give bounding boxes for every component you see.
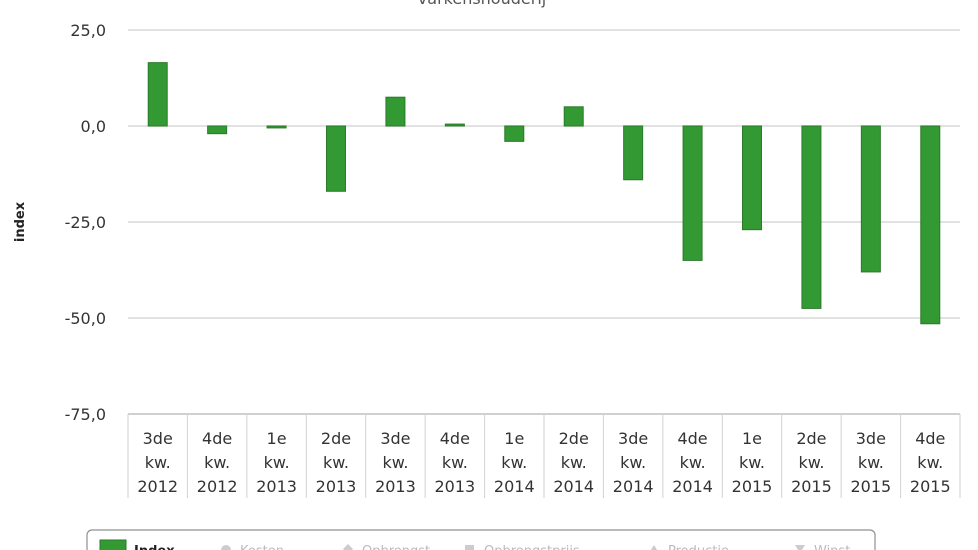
legend[interactable]: Index Kosten Opbrengst Opbrengstprijs Produc… [86, 529, 876, 550]
legend-marker [99, 539, 127, 550]
x-tick-label: 4de [440, 429, 470, 448]
legend-item[interactable]: Winst [795, 544, 850, 550]
x-tick-label: kw. [442, 453, 468, 472]
x-tick-label: 4de [677, 429, 707, 448]
bar[interactable] [147, 62, 168, 127]
x-tick-label: 2de [796, 429, 826, 448]
y-tick-label: 25,0 [70, 21, 106, 40]
x-tick-label: 2de [321, 429, 351, 448]
gridlines [128, 29, 960, 415]
bar[interactable] [444, 123, 465, 127]
x-tick-label: 2014 [494, 477, 535, 496]
bar[interactable] [504, 125, 525, 142]
x-tick-label: 2014 [613, 477, 654, 496]
chart-title: varkenshouderij [418, 0, 546, 8]
x-tick-label: 2de [559, 429, 589, 448]
bar[interactable] [682, 125, 703, 261]
x-tick-label: 2013 [256, 477, 297, 496]
x-tick-label: kw. [145, 453, 171, 472]
bars [147, 62, 941, 325]
bar[interactable] [920, 125, 941, 325]
bar[interactable] [207, 125, 228, 135]
x-tick-label: 2013 [434, 477, 475, 496]
y-tick-label: -50,0 [65, 309, 106, 328]
x-tick-label: 2012 [197, 477, 238, 496]
bar[interactable] [266, 125, 287, 129]
x-tick-label: kw. [680, 453, 706, 472]
x-tick-label: 2014 [553, 477, 594, 496]
y-axis-label: index [13, 201, 28, 242]
x-tick-label: kw. [501, 453, 527, 472]
bar[interactable] [860, 125, 881, 273]
x-tick-label: 1e [267, 429, 287, 448]
legend-label: Opbrengstprijs [484, 544, 580, 550]
x-tick-label: 2013 [316, 477, 357, 496]
bar[interactable] [326, 125, 346, 192]
legend-label: Index [134, 544, 175, 550]
y-tick-label: -25,0 [65, 213, 106, 232]
x-tick-label: kw. [264, 453, 290, 472]
bar[interactable] [801, 125, 822, 309]
x-tick-label: 2014 [672, 477, 713, 496]
x-tick-label: 2012 [137, 477, 178, 496]
bar[interactable] [742, 125, 762, 231]
x-tick-label: kw. [739, 453, 765, 472]
y-tick-label: 0,0 [81, 117, 106, 136]
bar[interactable] [385, 96, 406, 127]
x-tick-label: 1e [504, 429, 524, 448]
bar[interactable] [563, 106, 584, 127]
legend-label: Kosten [240, 544, 284, 550]
x-tick-label: 2015 [732, 477, 773, 496]
x-tick-label: 3de [380, 429, 410, 448]
x-tick-label: kw. [620, 453, 646, 472]
x-tick-label: 4de [202, 429, 232, 448]
y-tick-labels: 25,0 0,0 -25,0 -50,0 -75,0 [65, 21, 106, 424]
legend-item[interactable]: Productie [649, 544, 729, 550]
legend-item[interactable]: Kosten [221, 544, 284, 550]
x-tick-label: 2015 [850, 477, 891, 496]
x-tick-label: 2013 [375, 477, 416, 496]
x-axis: 3de kw. 2012 4de kw. 2012 1e kw. 2013 2de kw. 2013 3… [127, 413, 961, 498]
legend-marker [650, 545, 658, 550]
legend-marker [221, 545, 231, 550]
legend-item[interactable]: Opbrengstprijs [465, 544, 580, 550]
x-tick-label: kw. [561, 453, 587, 472]
legend-marker [795, 545, 805, 550]
x-tick-label: kw. [798, 453, 824, 472]
x-tick-label: 2015 [910, 477, 951, 496]
x-tick-label: kw. [323, 453, 349, 472]
x-tick-label: 3de [618, 429, 648, 448]
legend-marker [343, 544, 353, 550]
legend-marker [465, 545, 474, 550]
legend-box [86, 529, 876, 550]
x-tick-label: 2015 [791, 477, 832, 496]
x-tick-label: 4de [915, 429, 945, 448]
x-tick-label: 3de [856, 429, 886, 448]
x-tick-label: kw. [917, 453, 943, 472]
bar[interactable] [623, 125, 644, 181]
x-tick-label: kw. [204, 453, 230, 472]
x-tick-label: kw. [858, 453, 884, 472]
y-tick-label: -75,0 [65, 405, 106, 424]
legend-label: Opbrengst [362, 544, 430, 550]
x-tick-label: 3de [143, 429, 173, 448]
legend-item[interactable]: Opbrengst [343, 544, 430, 550]
legend-item[interactable]: Index [99, 539, 175, 550]
legend-label: Winst [814, 544, 850, 550]
x-tick-label: kw. [382, 453, 408, 472]
x-tick-label: 1e [742, 429, 762, 448]
legend-label: Productie [668, 544, 729, 550]
